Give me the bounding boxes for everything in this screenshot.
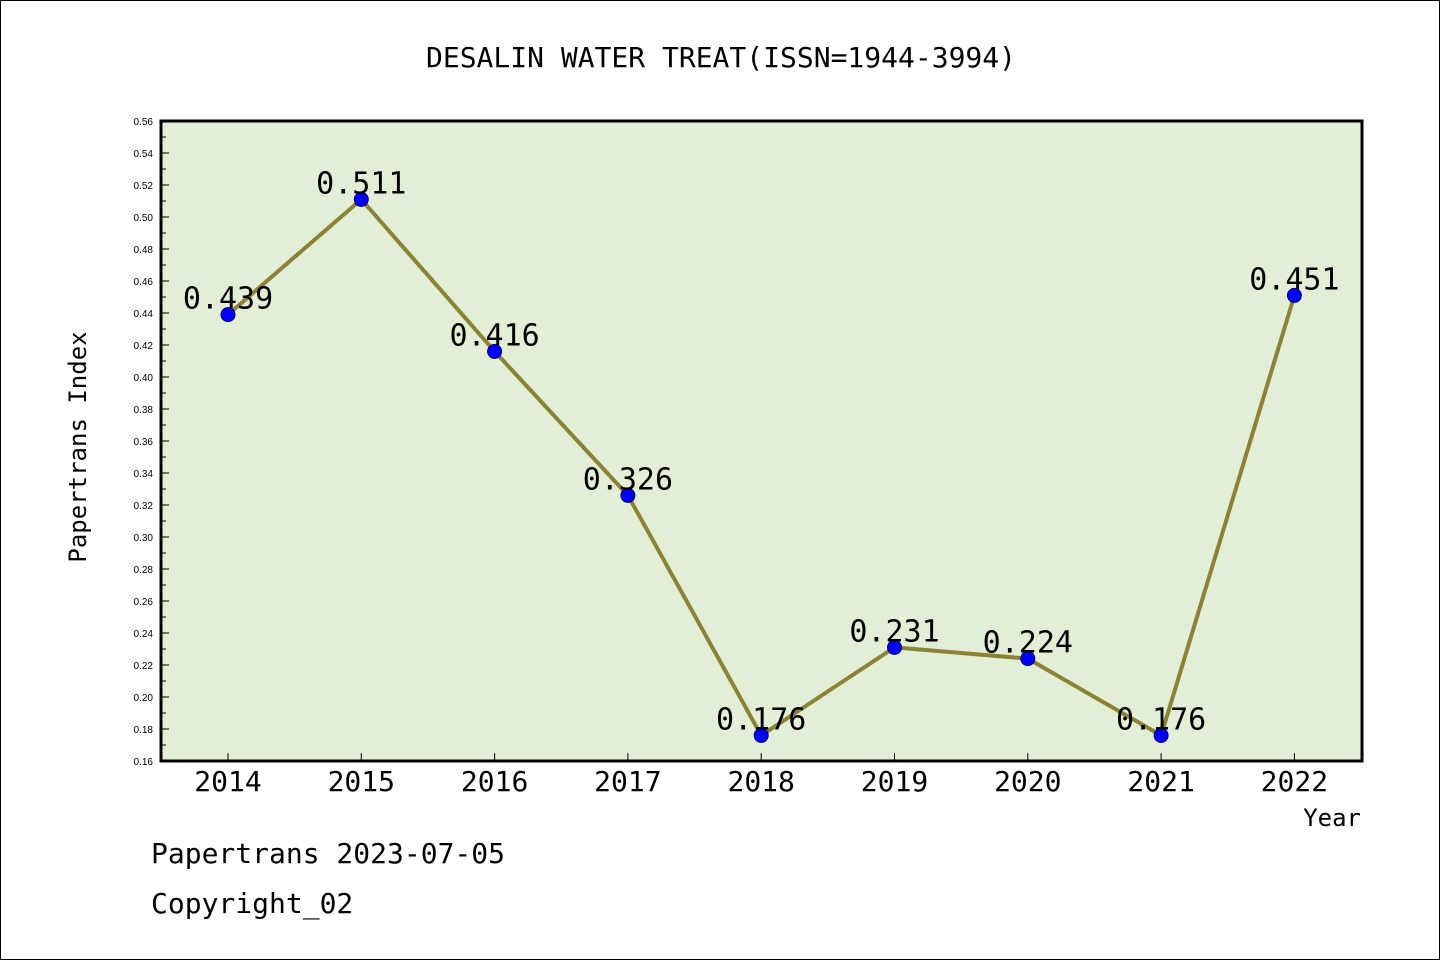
y-tick-label: 0.32 <box>134 501 154 512</box>
x-tick-label: 2020 <box>994 765 1061 798</box>
data-point-marker <box>353 191 369 207</box>
data-point-marker <box>887 639 902 655</box>
data-point-marker <box>620 487 636 503</box>
y-axis-title: Papertrans Index <box>64 331 92 562</box>
x-tick-label: 2017 <box>594 765 661 798</box>
data-point-marker <box>1286 287 1302 303</box>
y-tick-label: 0.28 <box>134 565 154 576</box>
y-tick-label: 0.30 <box>134 533 154 544</box>
y-tick-label: 0.38 <box>134 405 154 416</box>
y-tick-label: 0.22 <box>134 661 154 672</box>
y-axis: 0.16 0.18 0.20 0.22 0.24 0.26 0.28 0.30 0.32 0.34… <box>134 117 169 768</box>
chart-title: DESALIN WATER TREAT(ISSN=1944-3994) <box>426 41 1016 74</box>
y-tick-label: 0.24 <box>134 629 154 640</box>
data-label: 0.451 <box>1249 262 1339 297</box>
y-tick-label: 0.20 <box>134 693 154 704</box>
data-label: 0.176 <box>1116 702 1206 737</box>
x-tick-label: 2022 <box>1261 765 1328 798</box>
y-tick-label: 0.50 <box>134 213 154 224</box>
y-tick-label: 0.48 <box>134 245 154 256</box>
data-label: 0.439 <box>183 282 273 317</box>
x-tick-label: 2016 <box>461 765 528 798</box>
data-point-marker <box>487 343 503 359</box>
y-tick-label: 0.56 <box>134 117 154 128</box>
x-tick-label: 2015 <box>328 765 395 798</box>
data-point-marker <box>1153 727 1169 743</box>
data-label: 0.176 <box>716 702 806 737</box>
marker-group <box>220 191 1302 743</box>
data-point-marker <box>1020 651 1036 667</box>
footer-copyright: Copyright_02 <box>151 887 354 920</box>
data-label: 0.511 <box>316 166 406 201</box>
x-tick-label: 2014 <box>194 765 261 798</box>
x-tick-label: 2019 <box>861 765 928 798</box>
x-axis: 2014 2015 2016 2017 2018 2019 2020 2021 2022 <box>194 753 1328 798</box>
x-tick-label: 2018 <box>727 765 794 798</box>
y-tick-label: 0.54 <box>134 149 154 160</box>
y-tick-label: 0.46 <box>134 277 154 288</box>
x-axis-title: Year <box>1303 804 1361 832</box>
data-point-marker <box>753 727 769 743</box>
x-tick-label: 2021 <box>1127 765 1194 798</box>
data-label: 0.326 <box>583 462 673 497</box>
y-tick-label: 0.36 <box>134 437 154 448</box>
y-tick-label: 0.44 <box>134 309 154 320</box>
y-tick-label: 0.52 <box>134 181 154 192</box>
y-tick-label: 0.26 <box>134 597 154 608</box>
data-label: 0.231 <box>849 614 939 649</box>
y-tick-label: 0.42 <box>134 341 154 352</box>
data-point-marker <box>220 307 236 323</box>
y-tick-label: 0.16 <box>134 757 154 768</box>
y-tick-label: 0.34 <box>134 469 154 480</box>
data-label: 0.416 <box>449 318 539 353</box>
y-tick-label: 0.18 <box>134 725 154 736</box>
footer-date: Papertrans 2023-07-05 <box>151 837 506 870</box>
data-label: 0.224 <box>983 626 1073 661</box>
y-tick-label: 0.40 <box>134 373 154 384</box>
data-label-group: 0.439 0.511 0.416 0.326 0.176 0.231 0.224 0.176… <box>183 166 1340 737</box>
plot-area <box>159 119 1364 763</box>
